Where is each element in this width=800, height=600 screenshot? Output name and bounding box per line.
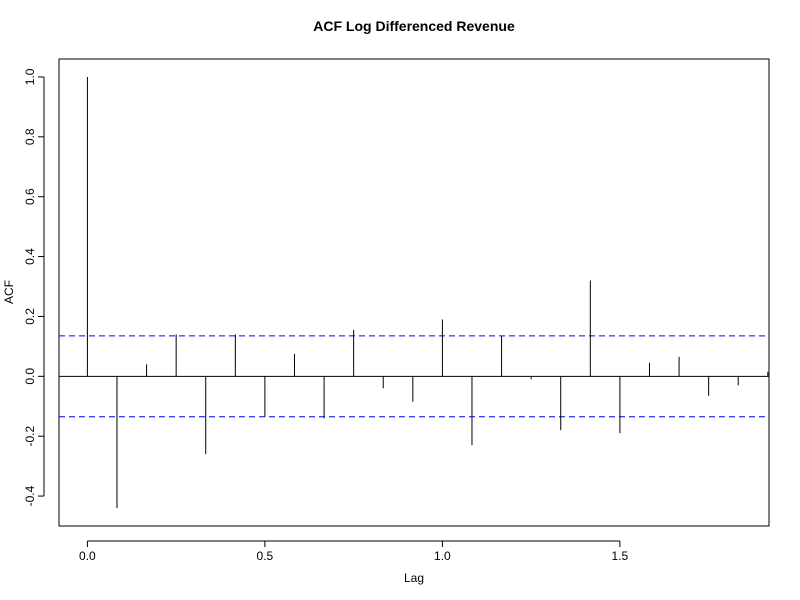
y-tick-label: 0.4 <box>23 248 37 265</box>
y-axis-label: ACF <box>2 280 16 304</box>
y-tick-label: -0.2 <box>23 426 37 447</box>
x-tick-label: 1.5 <box>612 549 629 563</box>
y-tick-label: 0.6 <box>23 188 37 205</box>
x-tick-label: 1.0 <box>434 549 451 563</box>
x-axis-label: Lag <box>404 571 424 585</box>
x-tick-label: 0.0 <box>79 549 96 563</box>
confidence-bounds <box>59 335 769 418</box>
y-tick-label: 0.8 <box>23 128 37 145</box>
x-axis: 0.0 0.5 1.0 1.5 <box>79 540 629 563</box>
y-tick-label: 0.2 <box>23 308 37 325</box>
acf-spikes <box>86 76 769 509</box>
y-tick-label: 1.0 <box>23 68 37 85</box>
y-tick-label: 0.0 <box>23 368 37 385</box>
y-tick-label: -0.4 <box>23 485 37 506</box>
x-tick-label: 0.5 <box>257 549 274 563</box>
chart-title: ACF Log Differenced Revenue <box>313 18 515 34</box>
y-axis: -0.4 -0.2 0.0 0.2 0.4 0.6 0.8 1.0 <box>23 68 45 506</box>
plot-area-frame <box>58 58 770 527</box>
